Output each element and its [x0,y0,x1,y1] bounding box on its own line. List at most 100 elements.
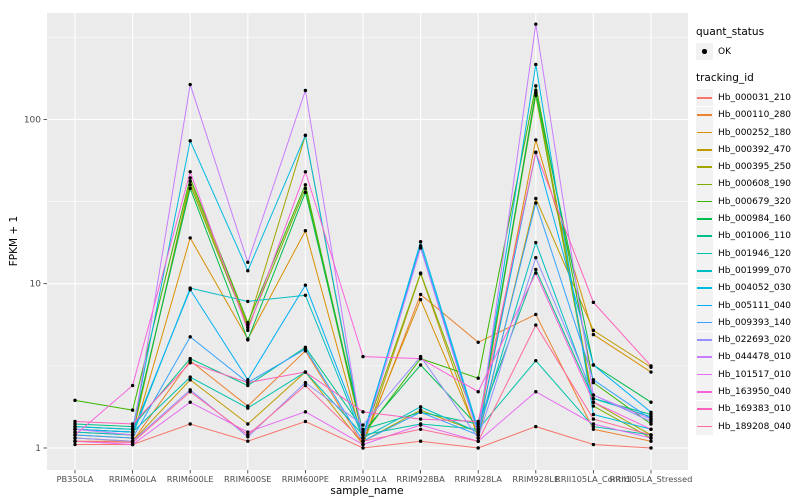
data-point [188,139,192,143]
data-point [476,424,480,429]
data-point [534,240,538,245]
legend-line-icon [697,131,712,134]
data-point [418,246,423,250]
legend-item: Hb_000608_190 [696,175,800,193]
legend-key-swatch [696,348,713,366]
data-point [361,410,365,414]
data-point [534,62,538,67]
data-point [188,400,192,404]
data-point [130,408,135,412]
y-tick-labels: 1 10 100 [24,115,41,454]
legend-item: Hb_001006_110 [696,227,800,245]
legend-line-icon [697,183,712,186]
data-point [591,393,596,397]
legend-line-icon [697,425,712,428]
data-point [591,427,596,431]
legend-item: Hb_022693_020 [696,331,800,349]
data-point [534,93,538,98]
data-point [649,370,653,374]
data-point [649,433,653,437]
legend-line-icon [697,252,712,255]
legend-line-icon [697,235,712,237]
data-point [418,271,423,275]
data-points [73,22,653,450]
legend-item: Hb_004052_030 [696,279,800,297]
legend-item-label: Hb_000679_320 [718,196,792,207]
data-point [188,183,192,187]
data-point [591,400,596,404]
data-point [534,255,538,260]
data-point [188,375,192,379]
legend-key-swatch [696,141,713,159]
legend: quant_status OK tracking_id Hb_000031_21… [696,26,800,436]
data-point [303,380,308,385]
data-point [73,422,77,426]
plot-panel [47,13,688,470]
data-point [246,268,250,273]
data-point [303,186,308,191]
data-point [361,430,365,434]
legend-line-icon [697,114,712,116]
data-point [361,439,365,443]
data-point [591,380,596,385]
legend-item-label: Hb_000608_190 [718,179,792,190]
data-point [418,356,423,361]
x-tick-label: PB350LA [56,474,93,484]
legend-line-icon [697,148,712,151]
legend-key-swatch [696,383,713,401]
data-point [649,436,653,440]
legend-line-icon [697,391,712,393]
data-point [361,423,365,427]
data-point [534,84,538,88]
data-point [361,442,365,447]
legend-line-icon [697,339,712,341]
data-point [188,287,192,292]
data-point [476,419,480,424]
legend-item: Hb_000252_180 [696,124,800,142]
data-point [246,260,250,264]
data-point [246,433,250,437]
data-point [188,170,192,174]
legend-item-label: Hb_004052_030 [718,283,792,294]
y-tick-label: 10 [30,280,42,290]
data-point [591,412,596,417]
data-point [188,361,192,365]
point-marker-icon [702,49,707,54]
data-point [476,340,480,344]
data-point [130,433,135,437]
data-point [649,427,653,431]
legend-item-label: Hb_001006_110 [718,231,792,242]
legend-key-swatch [696,124,713,142]
legend-key-swatch [696,175,713,193]
legend-item: Hb_001946_120 [696,245,800,263]
data-point [418,439,423,443]
legend-item-label: Hb_000392_470 [718,144,792,155]
data-point [246,439,250,443]
data-point [649,439,653,443]
legend-line-icon [697,218,712,220]
data-point [418,292,423,297]
data-point [303,419,308,424]
data-point [591,424,596,429]
x-tick-label: RRIM901LA [339,474,387,484]
legend-line-icon [697,166,712,168]
data-point [246,430,250,434]
data-point [649,364,653,368]
data-point [476,439,480,443]
legend-line-icon [697,321,712,324]
x-tick-label: RRIM928BA [396,474,445,484]
x-tick-label: RRIM600PE [282,474,329,484]
data-point [303,383,308,388]
data-point [591,396,596,401]
data-point [73,398,77,403]
data-point [418,423,423,427]
data-point [73,427,77,431]
data-point [476,376,480,380]
x-tick-label: RRIM928LE [512,474,559,484]
data-point [591,363,596,367]
x-tick-label: RRII105LA_Stressed [610,474,693,484]
data-point [73,430,77,434]
legend-item-label: Hb_000031_210 [718,92,792,103]
data-point [303,190,308,194]
legend-line-icon [697,304,712,307]
